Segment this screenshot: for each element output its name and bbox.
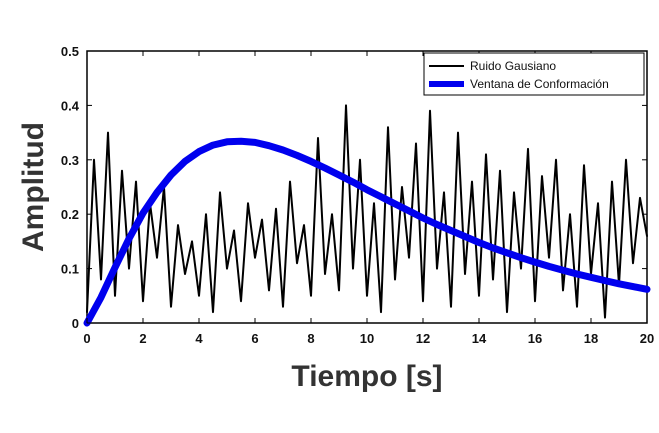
x-tick-label: 14	[472, 331, 487, 346]
series-layer	[83, 104, 651, 327]
x-axis-label: Tiempo [s]	[291, 360, 442, 393]
x-tick-label: 12	[416, 331, 430, 346]
legend: Ruido Gausiano Ventana de Conformación	[423, 52, 645, 96]
y-tick-label: 0.2	[61, 207, 79, 222]
x-tick-label: 2	[139, 331, 146, 346]
y-tick-label: 0	[72, 316, 79, 331]
x-tick-label: 0	[83, 331, 90, 346]
ticks-layer: 0 2 4 6 8 10 12 14 16 18 20 0 0.1 0.2 0.3 0.4 0.5	[61, 44, 654, 346]
x-tick-label: 16	[528, 331, 542, 346]
series-line-1	[83, 137, 651, 327]
series-line-0	[86, 104, 648, 319]
y-tick-label: 0.4	[61, 98, 80, 113]
legend-label-window: Ventana de Conformación	[470, 77, 609, 91]
y-tick-label: 0.5	[61, 44, 79, 59]
y-axis-label: Amplitud	[17, 122, 50, 252]
y-tick-label: 0.3	[61, 153, 79, 168]
x-tick-label: 18	[584, 331, 598, 346]
legend-box	[423, 52, 645, 96]
x-tick-label: 10	[360, 331, 374, 346]
legend-label-noise: Ruido Gausiano	[470, 59, 556, 73]
y-tick-label: 0.1	[61, 262, 79, 277]
x-tick-label: 8	[307, 331, 314, 346]
x-tick-label: 6	[251, 331, 258, 346]
x-tick-label: 20	[640, 331, 654, 346]
x-tick-label: 4	[195, 331, 203, 346]
